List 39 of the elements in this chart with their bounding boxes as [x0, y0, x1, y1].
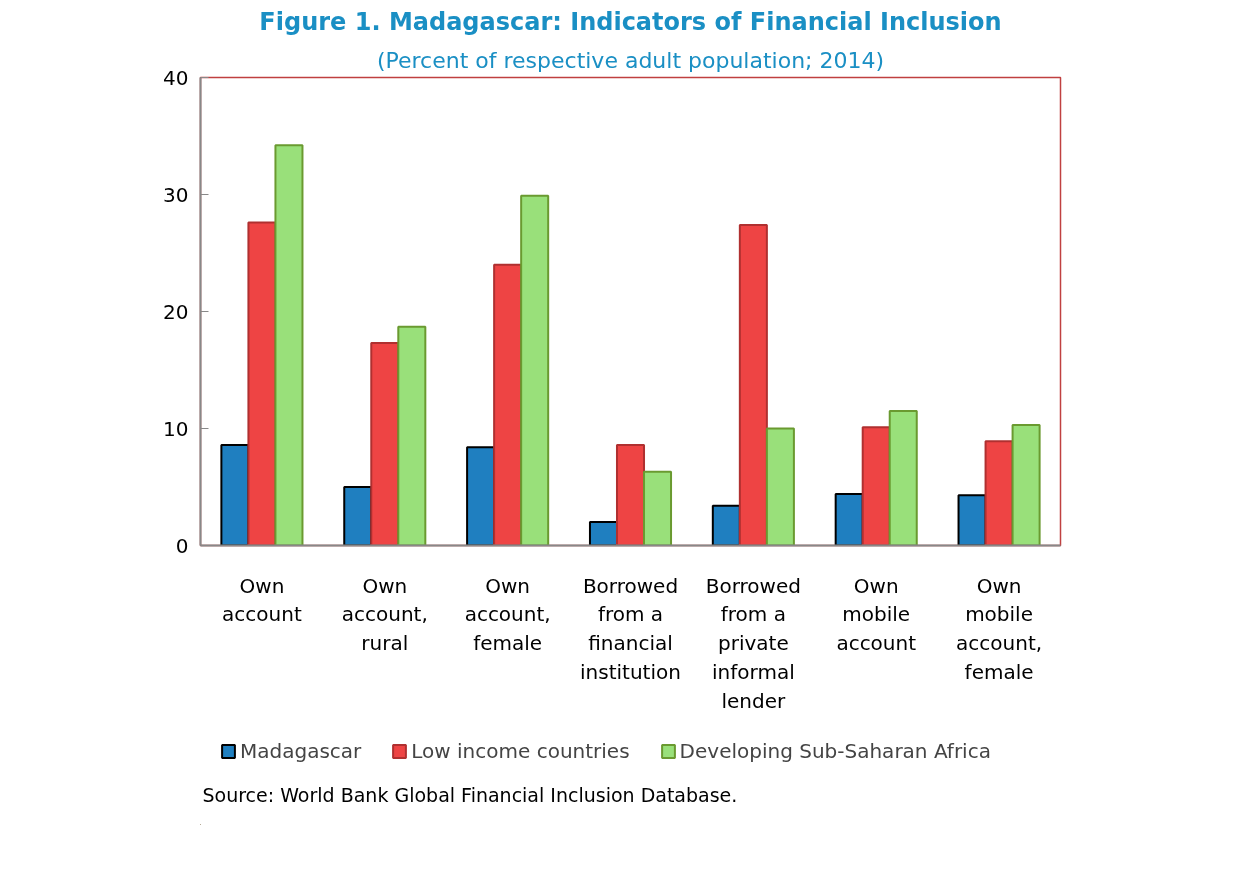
bar [984, 440, 1014, 546]
bar [615, 443, 646, 546]
legend-label: Developing Sub-Saharan Africa [679, 739, 991, 763]
y-tick-label: 0 [175, 533, 189, 558]
bar [738, 223, 768, 546]
bar [520, 194, 550, 546]
bar [370, 342, 400, 546]
x-tick-label: Own account [222, 573, 302, 627]
bar [765, 427, 795, 546]
bar [888, 409, 918, 546]
bar [834, 493, 864, 546]
bar [220, 443, 250, 546]
bar [861, 426, 891, 546]
bar [466, 446, 496, 546]
y-tick-label: 20 [163, 299, 189, 324]
legend-label: Madagascar [240, 739, 362, 763]
bar [247, 221, 277, 546]
x-tick-label: Own mobile account, female [956, 573, 1043, 684]
y-tick-label: 10 [163, 416, 189, 441]
bar [1011, 423, 1041, 546]
bar [274, 144, 304, 546]
x-tick-label: Borrowed from a private informal lender [705, 573, 801, 713]
x-tick-label: Own account, rural [341, 573, 428, 656]
legend-label: Low income countries [411, 739, 630, 763]
bar [343, 486, 373, 546]
source-note: Source: World Bank Global Financial Inclusion Database. [202, 783, 738, 806]
bar [643, 470, 673, 546]
bar [957, 494, 987, 546]
bar [397, 325, 427, 546]
x-tick-label: Own mobile account [836, 573, 917, 656]
x-tick-label: Borrowed from a financial institution [580, 573, 681, 684]
bar [493, 263, 523, 546]
bar [588, 521, 618, 546]
bar [711, 504, 741, 546]
chart-subtitle: (Percent of respective adult population; 2014) [376, 47, 885, 73]
y-tick-label: 30 [163, 182, 189, 207]
x-tick-label: Own account, female [464, 573, 551, 656]
y-tick-label: 40 [163, 65, 189, 90]
chart-title: Figure 1. Madagascar: Indicators of Financial Inclusion [259, 7, 1002, 36]
